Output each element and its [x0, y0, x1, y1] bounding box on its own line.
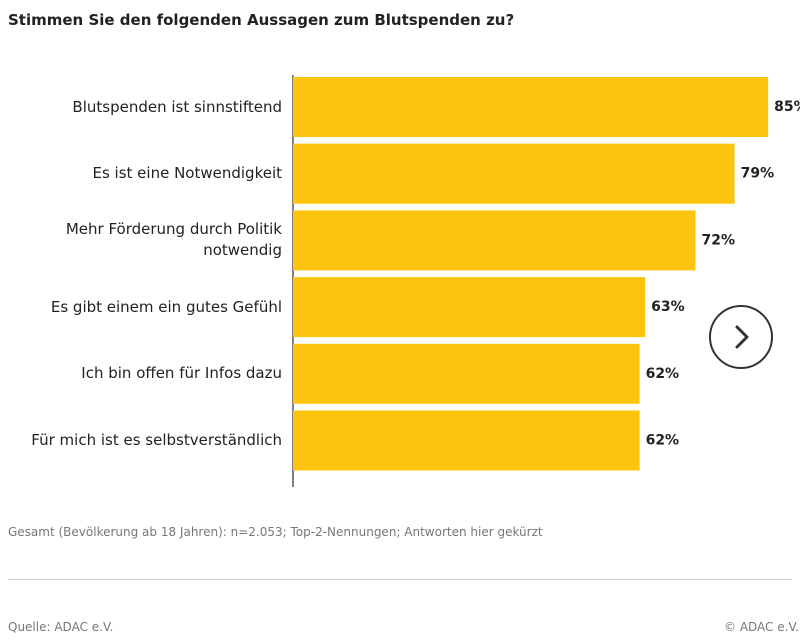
- bar: [293, 410, 640, 471]
- category-label: Mehr Förderung durch Politik notwendig: [65, 220, 282, 260]
- next-button[interactable]: [709, 305, 773, 369]
- category-label: Für mich ist es selbstverständlich: [31, 431, 282, 449]
- category-label: Es gibt einem ein gutes Gefühl: [50, 297, 282, 316]
- bar: [293, 277, 646, 338]
- value-label: 72%: [701, 232, 735, 248]
- value-label: 62%: [646, 433, 680, 449]
- source: Quelle: ADAC e.V.: [8, 620, 114, 634]
- divider: [8, 579, 792, 580]
- category-label: Es ist eine Notwendigkeit: [92, 164, 282, 183]
- footnote: Gesamt (Bevölkerung ab 18 Jahren): n=2.0…: [8, 525, 543, 539]
- value-label: 85%: [774, 99, 800, 115]
- value-label: 62%: [646, 366, 680, 382]
- chart: 85% 79% 72% 63% 62% 62%: [292, 75, 800, 487]
- category-label: Ich bin offen für Infos dazu: [81, 364, 282, 383]
- bar: [293, 210, 696, 271]
- bar: [293, 77, 769, 137]
- chevron-icon: [735, 325, 749, 349]
- value-label: 79%: [741, 166, 775, 182]
- copyright: © ADAC e.V.: [724, 620, 799, 634]
- value-label: 63%: [651, 299, 685, 315]
- chart-title: Stimmen Sie den folgenden Aussagen zum B…: [8, 11, 515, 29]
- bar: [293, 143, 735, 204]
- bar: [293, 343, 640, 404]
- category-label: Blutspenden ist sinnstiftend: [72, 97, 282, 116]
